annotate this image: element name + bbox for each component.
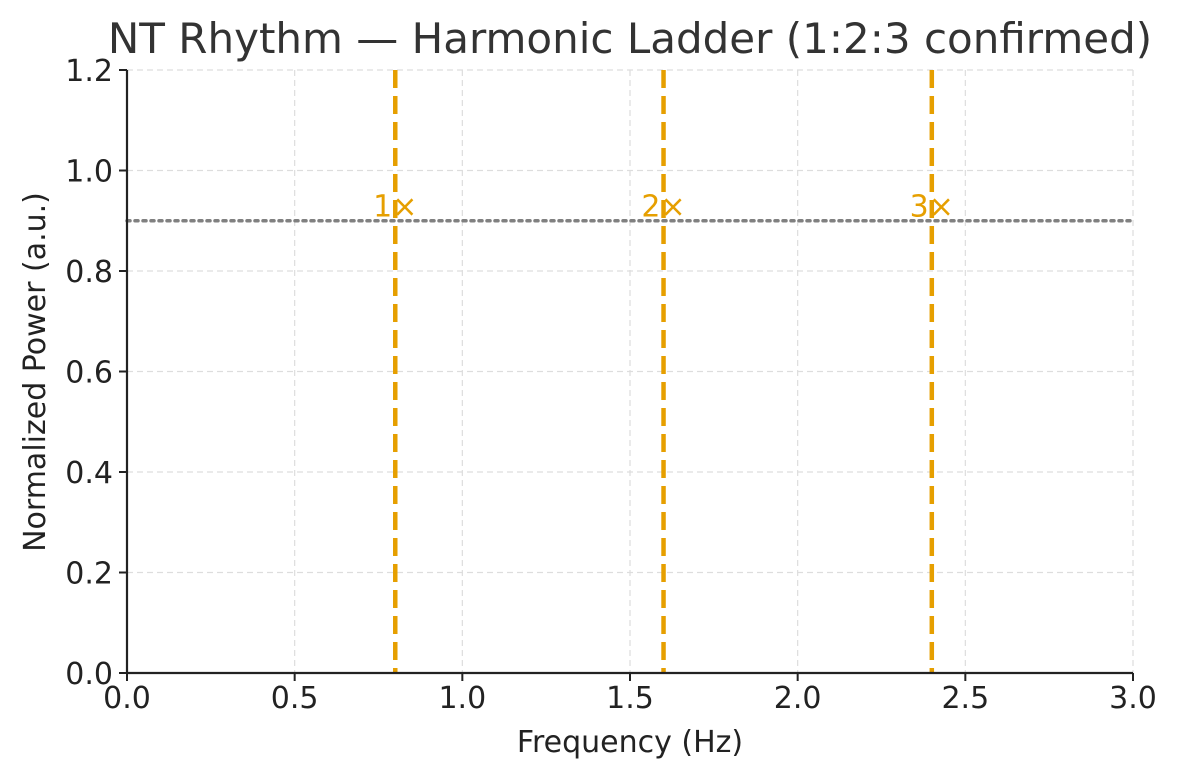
harmonic-label-1: 1× <box>373 190 417 225</box>
x-tick-label: 2.5 <box>941 681 989 716</box>
x-tick-label: 0.5 <box>271 681 319 716</box>
y-tick-label: 0.4 <box>65 456 113 491</box>
y-tick-label: 0.0 <box>65 657 113 692</box>
x-tick-label: 1.5 <box>606 681 654 716</box>
harmonic-label-2: 2× <box>641 190 685 225</box>
y-tick-label: 0.8 <box>65 255 113 290</box>
y-axis-label: Normalized Power (a.u.) <box>18 192 53 552</box>
x-axis-label: Frequency (Hz) <box>517 725 743 760</box>
y-tick-label: 0.2 <box>65 557 113 592</box>
chart-title: NT Rhythm — Harmonic Ladder (1:2:3 confi… <box>108 14 1152 63</box>
x-tick-label: 2.0 <box>774 681 822 716</box>
grid <box>126 69 1134 674</box>
harmonic-lines: 1× 2× 3× <box>373 70 954 673</box>
tick-labels: 0.0 0.5 1.0 1.5 2.0 2.5 3.0 0.0 0.2 0.4 0.6 0.8 1.0 1… <box>65 54 1157 716</box>
y-tick-label: 1.0 <box>65 155 113 190</box>
y-tick-label: 0.6 <box>65 356 113 391</box>
x-tick-label: 3.0 <box>1109 681 1157 716</box>
x-tick-label: 1.0 <box>438 681 486 716</box>
y-tick-label: 1.2 <box>65 54 113 89</box>
x-tick-label: 0.0 <box>103 681 151 716</box>
harmonic-label-3: 3× <box>910 190 954 225</box>
